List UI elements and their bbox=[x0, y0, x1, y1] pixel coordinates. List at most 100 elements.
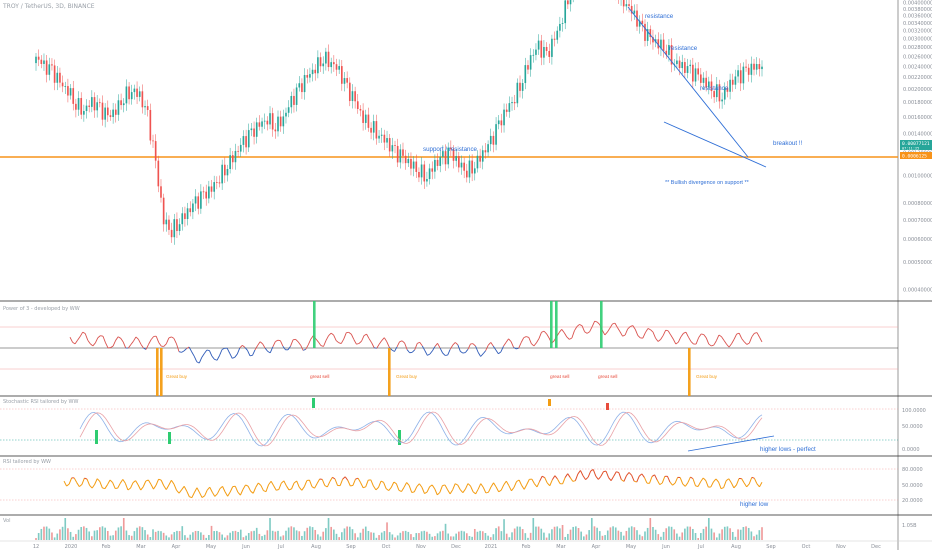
p3-segment bbox=[632, 325, 636, 330]
candle-body bbox=[88, 105, 91, 107]
price-axis[interactable]: 0.004000000.003800000.003600000.00340000… bbox=[903, 1, 932, 294]
rsi-segment bbox=[631, 474, 635, 482]
higher-low-label: higher low bbox=[740, 501, 769, 508]
candle-body bbox=[681, 62, 684, 69]
p3-segment bbox=[533, 342, 537, 347]
rsi-segment bbox=[600, 471, 604, 477]
p3-segment bbox=[609, 323, 613, 329]
candle-body bbox=[338, 66, 340, 70]
price-tick-17: 0.00070000 bbox=[903, 218, 932, 224]
volume-bar bbox=[753, 536, 755, 540]
volume-bar bbox=[372, 532, 375, 540]
volume-bar bbox=[37, 532, 40, 540]
p3-segment bbox=[305, 344, 309, 350]
p3-segment bbox=[391, 349, 395, 352]
rsi-segment bbox=[564, 473, 569, 478]
volume-bar bbox=[234, 530, 237, 540]
p3-segment bbox=[117, 336, 121, 339]
rsi-segment bbox=[623, 475, 627, 482]
stoch-rsi-pane: Stochastic RSI tailored by WW higher low… bbox=[0, 398, 926, 453]
volume-bar bbox=[487, 535, 489, 540]
p3-segment bbox=[614, 322, 618, 328]
volume-bar bbox=[208, 535, 210, 540]
candle-body bbox=[160, 186, 162, 198]
volume-bar bbox=[596, 527, 598, 540]
volume-bar bbox=[314, 529, 317, 540]
rsi-segment bbox=[728, 478, 732, 484]
p3-segment bbox=[396, 341, 400, 348]
rsi-segment bbox=[505, 480, 510, 486]
volume-bar bbox=[335, 533, 338, 540]
rsi-segment bbox=[178, 489, 183, 494]
volume-bar bbox=[489, 537, 492, 540]
candle-body bbox=[106, 107, 109, 116]
p3-segment bbox=[143, 347, 147, 350]
candle-body bbox=[404, 155, 407, 164]
resistance-trendline[interactable] bbox=[627, 6, 749, 158]
rsi-segment bbox=[181, 485, 185, 491]
candle-body bbox=[117, 100, 120, 115]
candle-body bbox=[184, 213, 186, 220]
volume-bar bbox=[51, 532, 53, 540]
rsi-segment bbox=[86, 478, 91, 486]
p3-segment bbox=[711, 344, 714, 347]
rsi-segment bbox=[109, 479, 113, 483]
rsi-segment bbox=[710, 481, 714, 488]
candle-body bbox=[380, 134, 383, 136]
p3-segment bbox=[328, 332, 332, 337]
rsi-segment bbox=[467, 483, 471, 487]
candle-body bbox=[53, 65, 56, 83]
volume-bar bbox=[505, 533, 508, 540]
rsi-segment bbox=[288, 488, 292, 491]
p3-segment bbox=[655, 337, 659, 342]
p3-segment bbox=[216, 355, 220, 361]
candle-body bbox=[442, 151, 444, 157]
p3-segment bbox=[254, 345, 258, 351]
rsi-segment bbox=[224, 491, 229, 497]
rsi-segment bbox=[613, 471, 617, 477]
volume-bar bbox=[500, 531, 503, 540]
higher-lows-trendline[interactable] bbox=[687, 435, 775, 452]
p3-signal-bar bbox=[156, 348, 159, 396]
candle-body bbox=[67, 86, 69, 96]
volume-bar bbox=[678, 536, 681, 540]
time-tick-19: Jul bbox=[697, 544, 704, 550]
candle-body bbox=[468, 160, 471, 178]
p3-segment bbox=[300, 345, 304, 351]
volume-bar bbox=[582, 536, 585, 540]
rsi-segment bbox=[551, 475, 556, 481]
price-tick-13: 0.00140000 bbox=[903, 131, 932, 137]
p3-segment bbox=[546, 333, 550, 339]
p3-segment bbox=[518, 342, 522, 349]
rsi-segment bbox=[725, 478, 730, 482]
volume-bar bbox=[686, 526, 689, 540]
p3-segment bbox=[259, 341, 263, 345]
volume-bar bbox=[168, 537, 170, 540]
candle-body bbox=[436, 159, 439, 166]
rsi-segment bbox=[751, 476, 755, 479]
volume-bar bbox=[293, 527, 295, 540]
rsi-segment bbox=[618, 472, 622, 480]
volume-bar bbox=[141, 527, 144, 540]
rsi-segment bbox=[641, 473, 645, 478]
price-tick-3: 0.00340000 bbox=[903, 21, 932, 27]
rsi-segment bbox=[135, 480, 139, 486]
p3-segment bbox=[541, 330, 545, 333]
candle-body bbox=[98, 102, 101, 104]
rsi-segment bbox=[278, 482, 282, 490]
support-trendline[interactable] bbox=[663, 121, 767, 168]
volume-bar bbox=[575, 526, 577, 540]
candle-body bbox=[460, 162, 463, 168]
candle-body bbox=[481, 150, 484, 162]
candle-body bbox=[261, 121, 263, 127]
candle-body bbox=[83, 111, 85, 115]
p3-segment bbox=[741, 338, 745, 343]
p3-segment bbox=[660, 335, 664, 340]
p3-segment bbox=[513, 346, 517, 350]
volume-title: Vol bbox=[3, 518, 10, 524]
p3-segment bbox=[414, 343, 418, 350]
volume-bar bbox=[133, 531, 136, 540]
time-axis[interactable]: 12 2020 Feb Mar Apr May Jun Jul Aug Sep Oct Nov Dec 2… bbox=[33, 544, 881, 550]
candle-body bbox=[348, 82, 351, 102]
